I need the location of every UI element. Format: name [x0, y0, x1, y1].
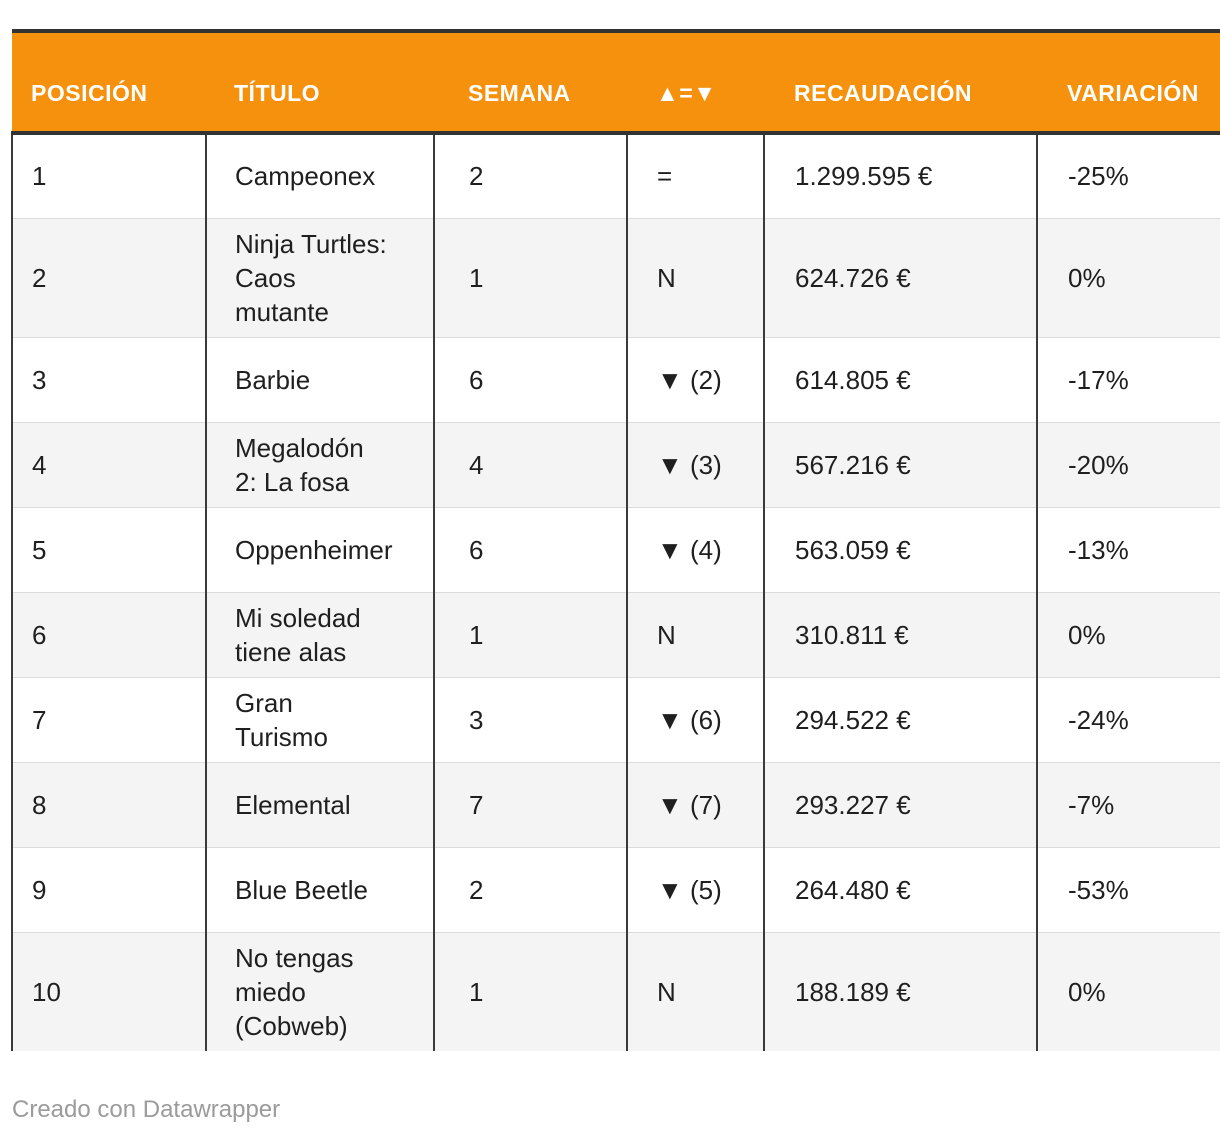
cell-posicion: 9: [11, 846, 206, 932]
cell-variacion: 0%: [1036, 217, 1220, 337]
cell-tendencia: ▼ (4): [626, 506, 764, 592]
table-row: 6 Mi soledad tiene alas 1 N 310.811 €0%: [11, 591, 1220, 677]
cell-titulo: Elemental: [205, 761, 434, 847]
cell-recaudacion: 188.189 €: [763, 931, 1037, 1051]
cell-variacion: 0%: [1036, 931, 1220, 1051]
cell-tendencia: =: [626, 133, 764, 218]
column-header-recaudacion: RECAUDACIÓN: [764, 29, 1037, 135]
table-row: 10 No tengas miedo (Cobweb) 1 N 188.189 €0%: [11, 931, 1220, 1051]
cell-tendencia: ▼ (2): [626, 336, 764, 422]
column-header-titulo: TÍTULO: [206, 29, 434, 135]
cell-variacion: -20%: [1036, 421, 1220, 507]
cell-posicion: 6: [11, 591, 206, 677]
cell-titulo: Megalodón 2: La fosa: [205, 421, 434, 507]
cell-variacion: -24%: [1036, 676, 1220, 762]
cell-posicion: 1: [11, 133, 206, 218]
cell-titulo: Gran Turismo: [205, 676, 434, 762]
column-header-semana: SEMANA: [434, 29, 627, 135]
cell-posicion: 2: [11, 217, 206, 337]
table-row: 9 Blue Beetle 2 ▼ (5) 264.480 € -53%: [11, 846, 1220, 932]
cell-variacion: -13%: [1036, 506, 1220, 592]
cell-recaudacion: 264.480 €: [763, 846, 1037, 932]
cell-semana: 3: [433, 676, 627, 762]
cell-titulo: Campeonex: [205, 133, 434, 218]
cell-tendencia: ▼ (6): [626, 676, 764, 762]
cell-semana: 1: [433, 591, 627, 677]
cell-tendencia: N: [626, 591, 764, 677]
table-row: 1 Campeonex 2 = 1.299.595 € -25%: [11, 133, 1220, 218]
box-office-table: POSICIÓN TÍTULO SEMANA ▲=▼ RECAUDACIÓN VARIAC…: [11, 29, 1220, 1051]
box-office-table-container: POSICIÓN TÍTULO SEMANA ▲=▼ RECAUDACIÓN VARIAC…: [11, 29, 1220, 1065]
cell-titulo: No tengas miedo (Cobweb): [205, 931, 434, 1051]
cell-variacion: 0%: [1036, 591, 1220, 677]
cell-tendencia: ▼ (3): [626, 421, 764, 507]
cell-semana: 1: [433, 931, 627, 1051]
cell-recaudacion: 1.299.595 €: [763, 133, 1037, 218]
table-row: 7 Gran Turismo 3 ▼ (6) 294.522 € -24%: [11, 676, 1220, 762]
cell-posicion: 10: [11, 931, 206, 1051]
cell-semana: 6: [433, 336, 627, 422]
cell-recaudacion: 614.805 €: [763, 336, 1037, 422]
cell-posicion: 8: [11, 761, 206, 847]
cell-titulo: Oppenheimer: [205, 506, 434, 592]
cell-recaudacion: 563.059 €: [763, 506, 1037, 592]
cell-recaudacion: 294.522 €: [763, 676, 1037, 762]
table-row: 5 Oppenheimer 6 ▼ (4) 563.059 € -13%: [11, 506, 1220, 592]
column-header-variacion: VARIACIÓN: [1037, 29, 1220, 135]
cell-variacion: -17%: [1036, 336, 1220, 422]
datawrapper-credit-link[interactable]: Creado con Datawrapper: [12, 1096, 281, 1123]
cell-posicion: 3: [11, 336, 206, 422]
cell-semana: 6: [433, 506, 627, 592]
cell-variacion: -25%: [1036, 133, 1220, 218]
cell-variacion: -53%: [1036, 846, 1220, 932]
table-row: 3 Barbie 6 ▼ (2) 614.805 € -17%: [11, 336, 1220, 422]
cell-recaudacion: 310.811 €: [763, 591, 1037, 677]
cell-titulo: Mi soledad tiene alas: [205, 591, 434, 677]
cell-tendencia: N: [626, 931, 764, 1051]
cell-recaudacion: 567.216 €: [763, 421, 1037, 507]
cell-recaudacion: 293.227 €: [763, 761, 1037, 847]
cell-semana: 2: [433, 133, 627, 218]
cell-titulo: Blue Beetle: [205, 846, 434, 932]
cell-recaudacion: 624.726 €: [763, 217, 1037, 337]
cell-semana: 7: [433, 761, 627, 847]
cell-titulo: Barbie: [205, 336, 434, 422]
cell-semana: 4: [433, 421, 627, 507]
cell-posicion: 5: [11, 506, 206, 592]
cell-tendencia: ▼ (7): [626, 761, 764, 847]
table-row: 2 Ninja Turtles: Caos mutante 1 N 624.726 €0…: [11, 217, 1220, 337]
cell-tendencia: ▼ (5): [626, 846, 764, 932]
table-body: 1 Campeonex 2 = 1.299.595 € -25% 2 Ninja Turtle…: [11, 133, 1220, 1051]
table-row: 8 Elemental 7 ▼ (7) 293.227 € -7%: [11, 761, 1220, 847]
cell-semana: 2: [433, 846, 627, 932]
table-row: 4 Megalodón 2: La fosa 4 ▼ (3) 567.216 € -20%: [11, 421, 1220, 507]
cell-posicion: 7: [11, 676, 206, 762]
header-row: POSICIÓN TÍTULO SEMANA ▲=▼ RECAUDACIÓN VARIAC…: [12, 29, 1220, 135]
column-header-posicion: POSICIÓN: [12, 29, 206, 135]
cell-tendencia: N: [626, 217, 764, 337]
cell-titulo: Ninja Turtles: Caos mutante: [205, 217, 434, 337]
cell-semana: 1: [433, 217, 627, 337]
cell-posicion: 4: [11, 421, 206, 507]
column-header-tendencia: ▲=▼: [627, 29, 764, 135]
cell-variacion: -7%: [1036, 761, 1220, 847]
table-header: POSICIÓN TÍTULO SEMANA ▲=▼ RECAUDACIÓN VARIAC…: [12, 29, 1220, 135]
